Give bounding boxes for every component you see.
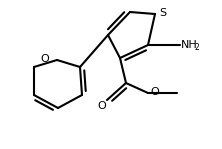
Text: O: O — [40, 54, 49, 64]
Text: O: O — [98, 101, 106, 111]
Text: O: O — [150, 87, 159, 97]
Text: S: S — [159, 8, 166, 18]
Text: 2: 2 — [194, 44, 199, 52]
Text: NH: NH — [181, 40, 198, 50]
